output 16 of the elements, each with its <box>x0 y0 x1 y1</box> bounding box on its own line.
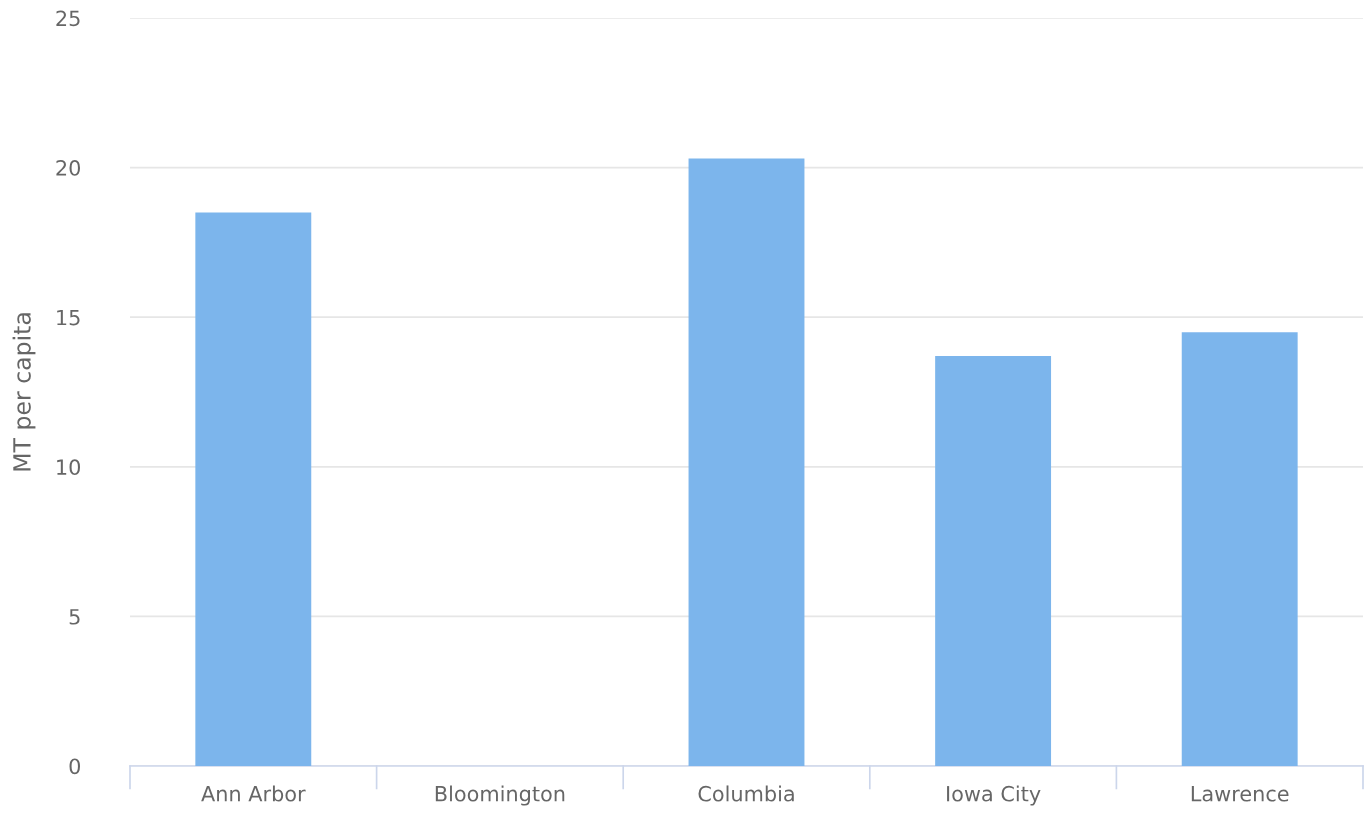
x-tick-label: Iowa City <box>947 785 1041 806</box>
y-tick-label: 20 <box>56 160 81 176</box>
bar <box>688 158 805 766</box>
y-tick-label: 10 <box>57 459 81 476</box>
bar <box>195 212 312 766</box>
x-tick-label: Bloomington <box>435 785 565 806</box>
bar <box>935 356 1052 766</box>
bar <box>1181 332 1298 766</box>
x-tick-label: Columbia <box>698 785 794 802</box>
y-tick-label: 25 <box>56 10 80 27</box>
y-tick-label: 15 <box>57 309 80 326</box>
x-tick-label: Ann Arbor <box>201 785 306 802</box>
y-tick-label: 5 <box>69 609 80 625</box>
y-tick-label: 0 <box>69 758 81 775</box>
y-axis-title: MT per capita <box>12 313 36 471</box>
x-tick-label: Lawrence <box>1191 786 1289 802</box>
